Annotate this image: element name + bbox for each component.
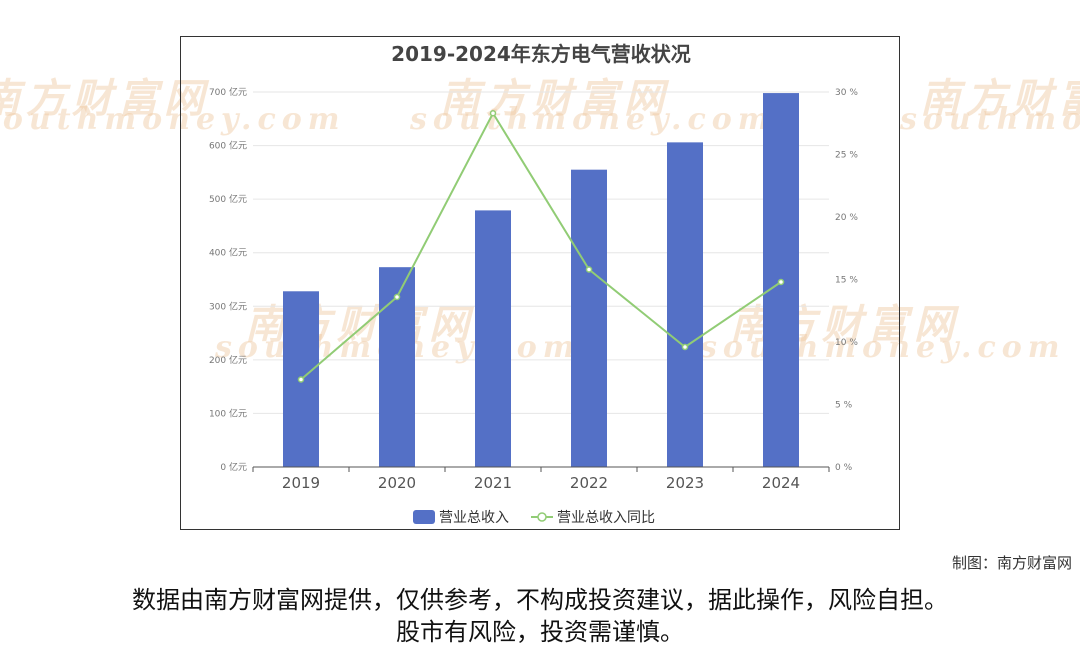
- chart-frame: 2019-2024年东方电气营收状况 0 亿元 100 亿元 200 亿元 300 亿…: [180, 36, 900, 530]
- watermark: 南方财富网: [920, 75, 1080, 122]
- chart-title: 2019-2024年东方电气营收状况: [391, 42, 691, 66]
- line-point: [585, 266, 593, 273]
- y-left-tick-label: 100 亿元: [209, 407, 247, 419]
- y-left-tick-label: 700 亿元: [209, 86, 247, 98]
- watermark: southmoney.com: [900, 102, 1080, 137]
- y-right-tick-label: 5 %: [835, 401, 853, 411]
- legend: 营业总收入 营业总收入同比: [413, 510, 655, 526]
- y-left-tick-label: 0 亿元: [220, 461, 247, 473]
- line-path: [300, 111, 782, 381]
- line-point: [681, 343, 689, 351]
- disclaimer-line-1: 数据由南方财富网提供，仅供参考，不构成投资建议，据此操作，风险自担。: [132, 586, 948, 614]
- legend-swatch-bar: [413, 510, 435, 524]
- y-right-tick-label: 30 %: [835, 88, 858, 98]
- bar: [379, 267, 415, 467]
- y-left-tick-label: 200 亿元: [209, 354, 247, 366]
- chart-svg: 2019-2024年东方电气营收状况 0 亿元 100 亿元 200 亿元 300 亿…: [209, 42, 858, 526]
- y-left-tick-label: 400 亿元: [209, 247, 247, 259]
- axes: 0 亿元 100 亿元 200 亿元 300 亿元 400 亿元 500 亿元 600 亿元…: [209, 86, 858, 492]
- line-point: [777, 278, 785, 286]
- line-series: [297, 110, 785, 383]
- legend-label-line: 营业总收入同比: [557, 510, 655, 526]
- x-tick-label: 2022: [570, 474, 608, 492]
- grid-lines: [253, 91, 829, 414]
- line-point: [297, 376, 305, 383]
- x-tick-label: 2021: [474, 474, 512, 492]
- line-point: [489, 110, 497, 117]
- y-left-tick-label: 300 亿元: [209, 300, 247, 312]
- y-right-tick-label: 25 %: [835, 151, 858, 161]
- y-right-tick-label: 20 %: [835, 213, 858, 223]
- bar: [571, 169, 607, 467]
- line-point: [393, 293, 401, 301]
- y-right-tick-label: 15 %: [835, 276, 858, 286]
- bar: [475, 210, 511, 467]
- y-right-tick-label: 10 %: [835, 338, 858, 348]
- legend-label-bar: 营业总收入: [439, 510, 509, 526]
- y-left-tick-label: 500 亿元: [209, 193, 247, 205]
- bar: [667, 142, 703, 467]
- legend-swatch-point: [537, 512, 547, 522]
- y-left-tick-label: 600 亿元: [209, 140, 247, 152]
- watermark: 南方财富网: [0, 75, 210, 122]
- x-tick-label: 2023: [666, 474, 704, 492]
- x-tick-label: 2020: [378, 474, 416, 492]
- bar-series: [283, 93, 799, 468]
- x-tick-label: 2019: [282, 474, 320, 492]
- disclaimer-line-2: 股市有风险，投资需谨慎。: [396, 618, 684, 646]
- y-right-tick-label: 0 %: [835, 463, 853, 473]
- x-tick-label: 2024: [762, 474, 800, 492]
- chart-credit: 制图：南方财富网: [951, 554, 1072, 572]
